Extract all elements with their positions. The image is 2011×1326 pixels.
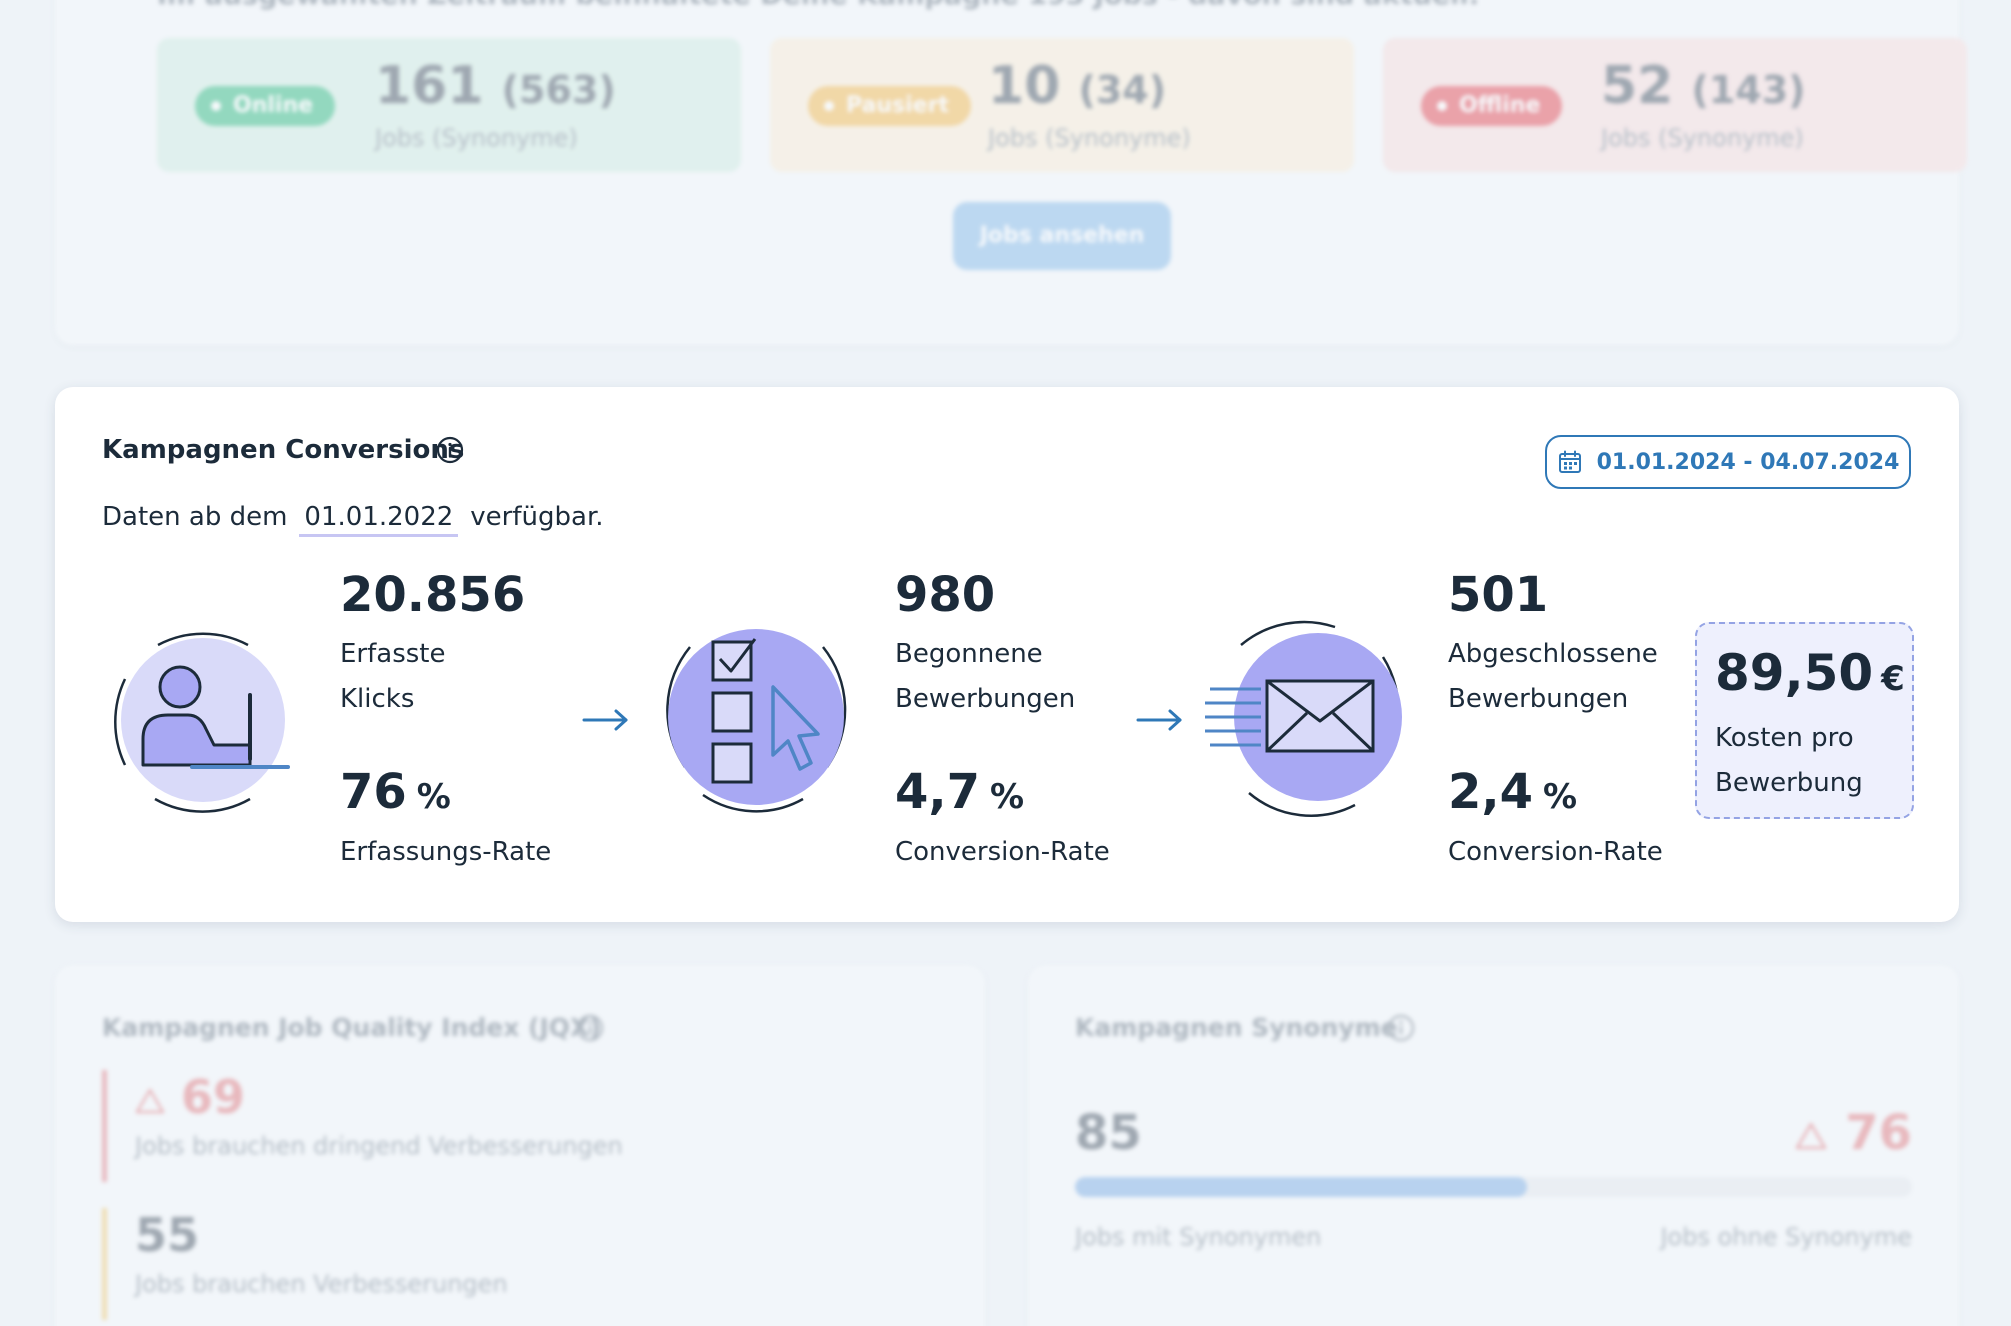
status-pill-paused: Pausiert xyxy=(808,86,971,126)
arrow-right-icon xyxy=(1136,709,1182,731)
status-label-offline: Jobs (Synonyme) xyxy=(1601,124,1804,152)
date-range-button[interactable]: 01.01.2024 - 04.07.2024 xyxy=(1545,435,1911,489)
jqx-improve-value: 55 xyxy=(135,1208,200,1262)
status-count-online: 161 (563) xyxy=(375,56,616,116)
person-laptop-icon xyxy=(114,632,290,813)
jqx-improve-row: 55 Jobs brauchen Verbesserungen xyxy=(102,1208,508,1320)
calendar-icon xyxy=(1558,450,1581,473)
conversions-title: Kampagnen Conversions xyxy=(102,435,465,465)
availability-suffix: verfügbar. xyxy=(470,502,604,532)
synonyms-without-value: 76 xyxy=(1794,1105,1912,1161)
arrow-right-icon xyxy=(582,709,628,731)
step1-rate-label: Erfassungs-Rate xyxy=(340,837,552,867)
status-pill-offline: Offline xyxy=(1421,86,1563,126)
warning-icon xyxy=(135,1088,165,1113)
envelope-icon xyxy=(1205,620,1402,817)
checklist-cursor-icon xyxy=(666,629,847,813)
status-box-paused: Pausiert 10 (34) Jobs (Synonyme) xyxy=(770,38,1354,172)
status-box-online: Online 161 (563) Jobs (Synonyme) xyxy=(157,38,741,172)
info-icon[interactable] xyxy=(575,1013,605,1043)
info-icon[interactable] xyxy=(435,435,465,465)
campaign-jobs-intro: Im ausgewählten Zeitraum beinhaltete Dei… xyxy=(157,0,1479,11)
step3-rate: 2,4% xyxy=(1448,764,1578,820)
step2-value: 980 xyxy=(895,567,996,623)
date-range-label: 01.01.2024 - 04.07.2024 xyxy=(1596,449,1900,475)
synonyms-with-value: 85 xyxy=(1075,1105,1142,1161)
status-box-offline: Offline 52 (143) Jobs (Synonyme) xyxy=(1383,38,1967,172)
synonyms-progress-fill xyxy=(1075,1177,1527,1197)
step1-label: Erfasste Klicks xyxy=(340,639,446,714)
campaign-conversions-card: Kampagnen Conversions 01.01.2024 - 04.07… xyxy=(55,387,1959,922)
step1-value: 20.856 xyxy=(340,567,526,623)
step3-value: 501 xyxy=(1448,567,1549,623)
warning-icon xyxy=(1796,1122,1827,1150)
status-label-online: Jobs (Synonyme) xyxy=(375,124,578,152)
jqx-urgent-label: Jobs brauchen dringend Verbesserungen xyxy=(135,1132,623,1160)
synonyms-progress-bar xyxy=(1075,1177,1912,1197)
cost-per-application-label: Kosten pro Bewerbung xyxy=(1715,723,1863,798)
status-count-paused: 10 (34) xyxy=(988,56,1167,116)
synonyms-without-label: Jobs ohne Synonyme xyxy=(1660,1223,1912,1251)
step3-label: Abgeschlossene Bewerbungen xyxy=(1448,639,1658,714)
step2-label: Begonnene Bewerbungen xyxy=(895,639,1076,714)
step3-rate-label: Conversion-Rate xyxy=(1448,837,1663,867)
jqx-card: Kampagnen Job Quality Index (JQX) 69 Job… xyxy=(55,965,985,1326)
step1-rate: 76% xyxy=(340,764,451,820)
jqx-improve-label: Jobs brauchen Verbesserungen xyxy=(135,1270,508,1298)
synonyms-card: Kampagnen Synonyme 85 76 Jobs mit Synony… xyxy=(1028,965,1959,1326)
data-availability: Daten ab dem 01.01.2022 verfügbar. xyxy=(102,502,604,537)
jqx-urgent-row: 69 Jobs brauchen dringend Verbesserungen xyxy=(102,1070,623,1182)
cost-per-application-box: 89,50 € Kosten pro Bewerbung xyxy=(1695,622,1914,819)
synonyms-title: Kampagnen Synonyme xyxy=(1075,1013,1398,1042)
availability-prefix: Daten ab dem xyxy=(102,502,288,532)
campaign-jobs-card: Im ausgewählten Zeitraum beinhaltete Dei… xyxy=(55,0,1967,345)
availability-date: 01.01.2022 xyxy=(299,502,459,537)
jqx-urgent-value: 69 xyxy=(135,1070,623,1124)
synonyms-with-label: Jobs mit Synonymen xyxy=(1075,1223,1322,1251)
step2-rate: 4,7% xyxy=(895,764,1025,820)
jqx-title: Kampagnen Job Quality Index (JQX) xyxy=(102,1013,601,1042)
view-jobs-button[interactable]: Jobs ansehen xyxy=(953,202,1171,270)
status-label-paused: Jobs (Synonyme) xyxy=(988,124,1191,152)
status-count-offline: 52 (143) xyxy=(1601,56,1806,116)
step2-rate-label: Conversion-Rate xyxy=(895,837,1110,867)
cost-per-application-value: 89,50 € xyxy=(1715,644,1905,702)
status-pill-online: Online xyxy=(195,86,336,126)
info-icon[interactable] xyxy=(1386,1013,1416,1043)
